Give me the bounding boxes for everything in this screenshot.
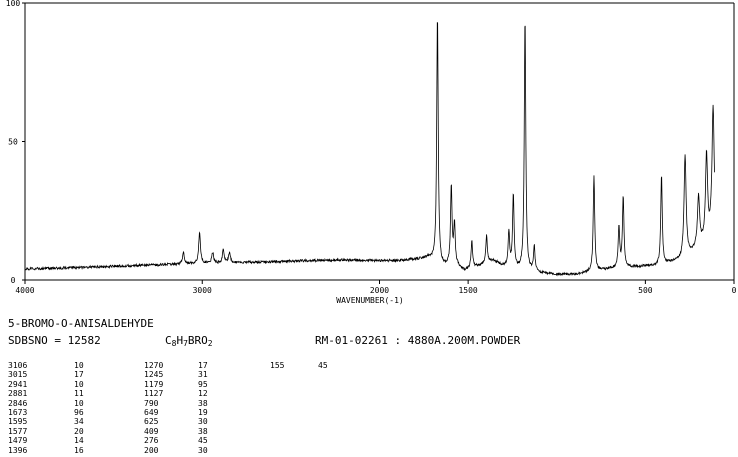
table-intensity: 16 bbox=[74, 445, 84, 455]
table-intensity: 10 bbox=[74, 398, 84, 408]
table-intensity: 10 bbox=[74, 361, 84, 370]
spectrum-trace bbox=[24, 22, 715, 277]
measurement-method: RM-01-02261 : 4880A.200M.POWDER bbox=[315, 334, 521, 347]
table-wavenumber: 1127 bbox=[144, 389, 164, 399]
table-intensity: 38 bbox=[198, 426, 208, 436]
y-tick-label: 0 bbox=[11, 276, 16, 285]
table-wavenumber: 2881 bbox=[8, 389, 28, 399]
peak-table: 3106 10 1270 17 155 45 3015 17 1245 31 2941 10 1179 9… bbox=[8, 361, 348, 456]
peak-point bbox=[436, 13, 438, 15]
formula-h: H bbox=[176, 334, 184, 347]
x-tick-label: 500 bbox=[638, 286, 653, 295]
table-wavenumber: 1479 bbox=[8, 436, 28, 446]
y-axis-ticks: 100 50 0 bbox=[6, 0, 25, 285]
formula-o-count: 2 bbox=[207, 339, 213, 348]
table-intensity: 96 bbox=[74, 408, 84, 417]
table-wavenumber: 1245 bbox=[144, 370, 164, 380]
y-tick-label: 50 bbox=[8, 138, 18, 147]
x-tick-label: 0 bbox=[732, 286, 737, 295]
table-intensity: 45 bbox=[198, 436, 208, 446]
table-wavenumber: 200 bbox=[144, 445, 159, 455]
table-wavenumber: 1673 bbox=[8, 408, 28, 417]
table-wavenumber: 3015 bbox=[8, 370, 28, 380]
table-wavenumber: 1595 bbox=[8, 417, 28, 427]
table-intensity: 38 bbox=[198, 398, 208, 408]
formula-rest: BRO bbox=[187, 334, 208, 347]
molecular-formula: C8H7BRO2 bbox=[165, 335, 213, 350]
table-wavenumber: 1577 bbox=[8, 426, 28, 436]
table-wavenumber: 649 bbox=[144, 408, 159, 417]
table-wavenumber: 1270 bbox=[144, 361, 164, 370]
table-intensity: 10 bbox=[74, 379, 84, 389]
table-intensity: 34 bbox=[74, 417, 84, 427]
formula-c-count: 8 bbox=[171, 339, 177, 348]
x-tick-label: 4000 bbox=[15, 286, 34, 295]
table-intensity: 17 bbox=[198, 361, 208, 370]
y-tick-label: 100 bbox=[6, 0, 21, 8]
table-wavenumber: 276 bbox=[144, 436, 159, 446]
x-axis-label: WAVENUMBER(-1) bbox=[336, 296, 403, 305]
table-wavenumber: 1396 bbox=[8, 445, 28, 455]
formula-h-count: 7 bbox=[183, 339, 188, 348]
table-wavenumber: 790 bbox=[144, 398, 159, 408]
plot-frame bbox=[24, 2, 735, 281]
table-intensity: 12 bbox=[198, 389, 208, 399]
peak-point bbox=[660, 174, 662, 176]
table-intensity: 95 bbox=[198, 379, 208, 389]
sdbs-number: SDBSNO = 12582 bbox=[8, 334, 101, 347]
table-intensity: 19 bbox=[198, 408, 208, 417]
peak-marks bbox=[182, 13, 714, 254]
table-wavenumber: 1179 bbox=[144, 379, 164, 389]
table-intensity: 45 bbox=[318, 361, 328, 370]
table-intensity: 11 bbox=[74, 389, 84, 399]
x-axis-ticks: 4000 3000 2000 1500 500 0 bbox=[15, 280, 737, 295]
table-intensity: 17 bbox=[74, 370, 84, 380]
table-wavenumber: 409 bbox=[144, 426, 159, 436]
table-wavenumber: 625 bbox=[144, 417, 159, 427]
compound-name: 5-BROMO-O-ANISALDEHYDE bbox=[8, 317, 154, 330]
peak-point bbox=[524, 16, 526, 18]
table-intensity: 30 bbox=[198, 445, 208, 455]
table-intensity: 30 bbox=[198, 417, 208, 427]
table-wavenumber: 155 bbox=[270, 361, 285, 370]
formula-c: C bbox=[165, 334, 172, 347]
table-wavenumber: 2846 bbox=[8, 398, 28, 408]
table-intensity: 14 bbox=[74, 436, 84, 446]
table-wavenumber: 3106 bbox=[8, 361, 28, 370]
table-intensity: 31 bbox=[198, 370, 208, 380]
x-tick-label: 2000 bbox=[370, 286, 389, 295]
table-intensity: 20 bbox=[74, 426, 84, 436]
x-tick-label: 3000 bbox=[193, 286, 212, 295]
x-tick-label: 1500 bbox=[458, 286, 477, 295]
table-wavenumber: 2941 bbox=[8, 379, 28, 389]
